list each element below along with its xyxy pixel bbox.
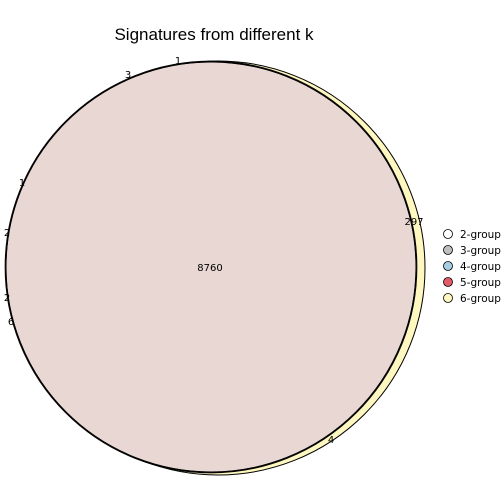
legend-item: 4-group [444, 261, 502, 273]
legend-swatch-3-group [444, 246, 453, 255]
legend-label: 2-group [460, 229, 501, 241]
legend-item: 5-group [444, 277, 502, 289]
legend-swatch-5-group [444, 278, 453, 287]
legend-item: 6-group [444, 293, 502, 305]
legend-label: 4-group [460, 261, 501, 273]
legend-item: 3-group [444, 245, 502, 257]
legend-label: 6-group [460, 293, 501, 305]
legend: 2-group 3-group 4-group 5-group 6-group [444, 229, 502, 305]
region-label: 2 [4, 293, 10, 304]
chart-title: Signatures from different k [114, 25, 314, 44]
region-label: 3 [125, 70, 131, 81]
region-label: 4 [328, 435, 334, 446]
region-label: 8760 [197, 263, 222, 274]
legend-swatch-2-group [444, 230, 453, 239]
legend-label: 3-group [460, 245, 501, 257]
legend-item: 2-group [444, 229, 502, 241]
region-label: 6 [8, 317, 14, 328]
legend-label: 5-group [460, 277, 501, 289]
region-label: 1 [175, 56, 181, 67]
region-label: 2 [4, 228, 10, 239]
region-label: 1 [19, 178, 25, 189]
region-label: 297 [404, 217, 423, 228]
legend-swatch-4-group [444, 262, 453, 271]
legend-swatch-6-group [444, 294, 453, 303]
